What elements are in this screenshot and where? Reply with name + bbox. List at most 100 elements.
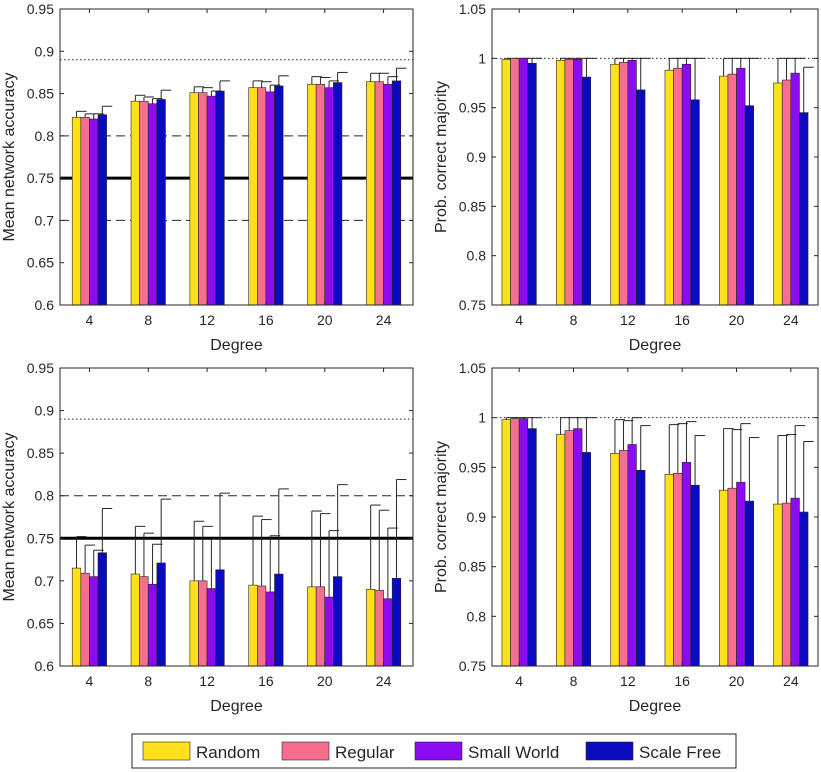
y-tick-label: 0.9 — [35, 43, 55, 59]
y-tick-label: 1.05 — [459, 360, 486, 376]
bar-regular-24 — [781, 79, 792, 306]
x-tick-label: 8 — [144, 312, 152, 328]
x-tick-label: 12 — [620, 312, 636, 328]
x-tick-label: 20 — [317, 673, 333, 689]
chart-bottom-right: 4 8 12 16 20 24 0.75 0.8 0.85 0.9 0.95 1 1.05 Degree P… — [433, 360, 819, 715]
bar-scale-free-8 — [581, 76, 591, 306]
y-tick-label: 0.8 — [35, 128, 55, 144]
bar-scale-free-8 — [156, 562, 166, 667]
bar-regular-16 — [673, 472, 683, 667]
y-tick-label: 0.8 — [467, 608, 487, 624]
bar-regular-20 — [315, 586, 326, 667]
plot-area — [492, 9, 818, 305]
bar-regular-16 — [257, 585, 267, 667]
chart-panels: 4 8 12 16 20 24 0.6 0.65 0.7 0.75 0.8 0.85 0.9 0.95 De… — [1, 1, 819, 715]
chart-bottom-left: 4 8 12 16 20 24 0.6 0.65 0.7 0.75 0.8 0.85 0.9 0.95 De… — [1, 360, 414, 715]
bar-scale-free-12 — [215, 90, 225, 306]
x-tick-label: 24 — [376, 312, 392, 328]
bar-regular-4 — [510, 418, 520, 667]
y-tick-label: 0.85 — [27, 445, 54, 461]
bar-regular-16 — [257, 87, 267, 306]
x-tick-label: 24 — [783, 312, 799, 328]
y-tick-label: 1.05 — [459, 1, 486, 17]
y-tick-label: 0.7 — [35, 573, 55, 589]
bar-small-world-24 — [383, 83, 393, 306]
y-axis-label: Mean network accuracy — [1, 73, 18, 242]
legend-label-regular: Regular — [335, 743, 395, 762]
y-tick-label: 0.6 — [35, 658, 55, 674]
legend-swatch-regular — [281, 741, 330, 761]
bar-small-world-8 — [573, 428, 583, 667]
bar-regular-8 — [139, 576, 149, 667]
bar-small-world-12 — [206, 95, 216, 306]
plot-area — [492, 368, 818, 666]
y-tick-label: 0.9 — [467, 149, 487, 165]
bar-random-16 — [248, 584, 258, 667]
y-axis-label: Prob. correct majority — [433, 81, 450, 233]
y-tick-label: 0.75 — [27, 170, 54, 186]
y-tick-label: 0.95 — [459, 459, 486, 475]
bar-scale-free-20 — [744, 105, 754, 306]
x-axis-label: Degree — [629, 698, 682, 715]
bar-regular-12 — [198, 580, 208, 667]
y-tick-label: 0.85 — [459, 559, 486, 575]
chart-top-left: 4 8 12 16 20 24 0.6 0.65 0.7 0.75 0.8 0.85 0.9 0.95 De… — [1, 1, 414, 354]
bar-small-world-16 — [265, 591, 275, 667]
axes-box — [491, 8, 819, 306]
bar-scale-free-4 — [97, 114, 107, 306]
bar-scale-free-16 — [274, 85, 284, 306]
legend-label-random: Random — [196, 743, 260, 762]
y-tick-label: 0.8 — [35, 488, 55, 504]
bar-scale-free-12 — [215, 569, 225, 667]
bar-random-12 — [189, 92, 199, 306]
bar-regular-4 — [80, 116, 90, 306]
bar-small-world-4 — [89, 118, 99, 306]
bar-small-world-20 — [736, 67, 746, 306]
bar-random-24 — [773, 503, 783, 667]
x-tick-label: 16 — [258, 312, 274, 328]
bar-regular-24 — [374, 81, 384, 306]
bar-scale-free-24 — [799, 112, 809, 306]
bar-small-world-12 — [627, 60, 637, 306]
bar-small-world-24 — [790, 497, 800, 667]
x-tick-label: 16 — [258, 673, 274, 689]
bar-small-world-20 — [736, 481, 746, 667]
plot-area — [60, 368, 413, 666]
y-tick-label: 1 — [478, 410, 486, 426]
bar-small-world-8 — [147, 103, 158, 306]
x-tick-label: 12 — [199, 312, 215, 328]
bar-regular-8 — [139, 100, 149, 306]
bar-regular-24 — [781, 502, 792, 667]
bar-regular-16 — [673, 67, 683, 306]
y-tick-label: 0.85 — [27, 86, 54, 102]
x-tick-label: 8 — [570, 312, 578, 328]
bar-scale-free-24 — [391, 80, 402, 306]
bar-scale-free-4 — [527, 428, 537, 667]
bar-scale-free-12 — [636, 470, 646, 667]
x-tick-label: 4 — [86, 673, 94, 689]
bar-small-world-12 — [206, 588, 216, 667]
bar-scale-free-16 — [690, 99, 700, 306]
y-tick-label: 0.75 — [27, 530, 54, 546]
bar-random-20 — [307, 586, 317, 667]
bar-regular-24 — [374, 589, 384, 667]
bar-small-world-4 — [518, 418, 529, 667]
bar-random-24 — [366, 589, 376, 667]
x-tick-label: 20 — [729, 312, 745, 328]
bar-scale-free-16 — [690, 484, 700, 667]
x-tick-label: 12 — [620, 673, 636, 689]
x-tick-label: 4 — [515, 673, 523, 689]
y-tick-label: 0.65 — [27, 615, 54, 631]
x-tick-label: 24 — [376, 673, 392, 689]
bar-regular-8 — [564, 59, 574, 306]
bar-random-20 — [718, 75, 729, 306]
axes-box — [59, 8, 414, 306]
bar-small-world-16 — [681, 63, 692, 306]
bar-random-20 — [307, 83, 317, 306]
y-tick-label: 0.9 — [467, 509, 487, 525]
y-tick-label: 0.95 — [459, 100, 486, 116]
y-tick-label: 0.8 — [467, 248, 487, 264]
axes-box — [59, 367, 414, 667]
bar-random-12 — [610, 63, 620, 306]
bar-random-8 — [555, 60, 566, 306]
